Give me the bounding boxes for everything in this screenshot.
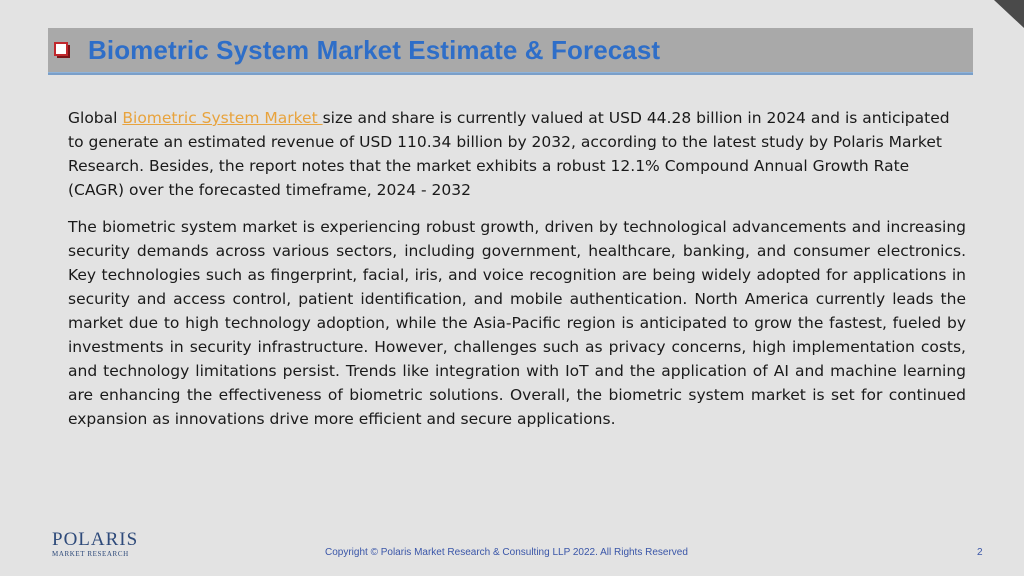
- page-number: 2: [977, 547, 983, 558]
- intro-suffix: size and share is currently valued at US…: [68, 109, 950, 199]
- biometric-market-link[interactable]: Biometric System Market: [122, 109, 323, 127]
- title-bar: Biometric System Market Estimate & Forec…: [48, 28, 973, 72]
- slide-title: Biometric System Market Estimate & Forec…: [88, 34, 661, 65]
- title-divider: [48, 73, 973, 75]
- slide-body: Global Biometric System Market size and …: [68, 106, 966, 431]
- copyright-text: Copyright © Polaris Market Research & Co…: [325, 547, 688, 558]
- checkbox-bullet-icon: [54, 42, 70, 58]
- intro-prefix: Global: [68, 109, 123, 127]
- overview-paragraph: The biometric system market is experienc…: [68, 218, 966, 428]
- logo-name: POLARIS: [52, 529, 139, 550]
- intro-paragraph: Global Biometric System Market size and …: [68, 106, 966, 202]
- polaris-logo: POLARIS MARKET RESEARCH: [52, 529, 139, 559]
- page-corner-fold-icon: [994, 0, 1024, 28]
- logo-tagline: MARKET RESEARCH: [52, 550, 129, 558]
